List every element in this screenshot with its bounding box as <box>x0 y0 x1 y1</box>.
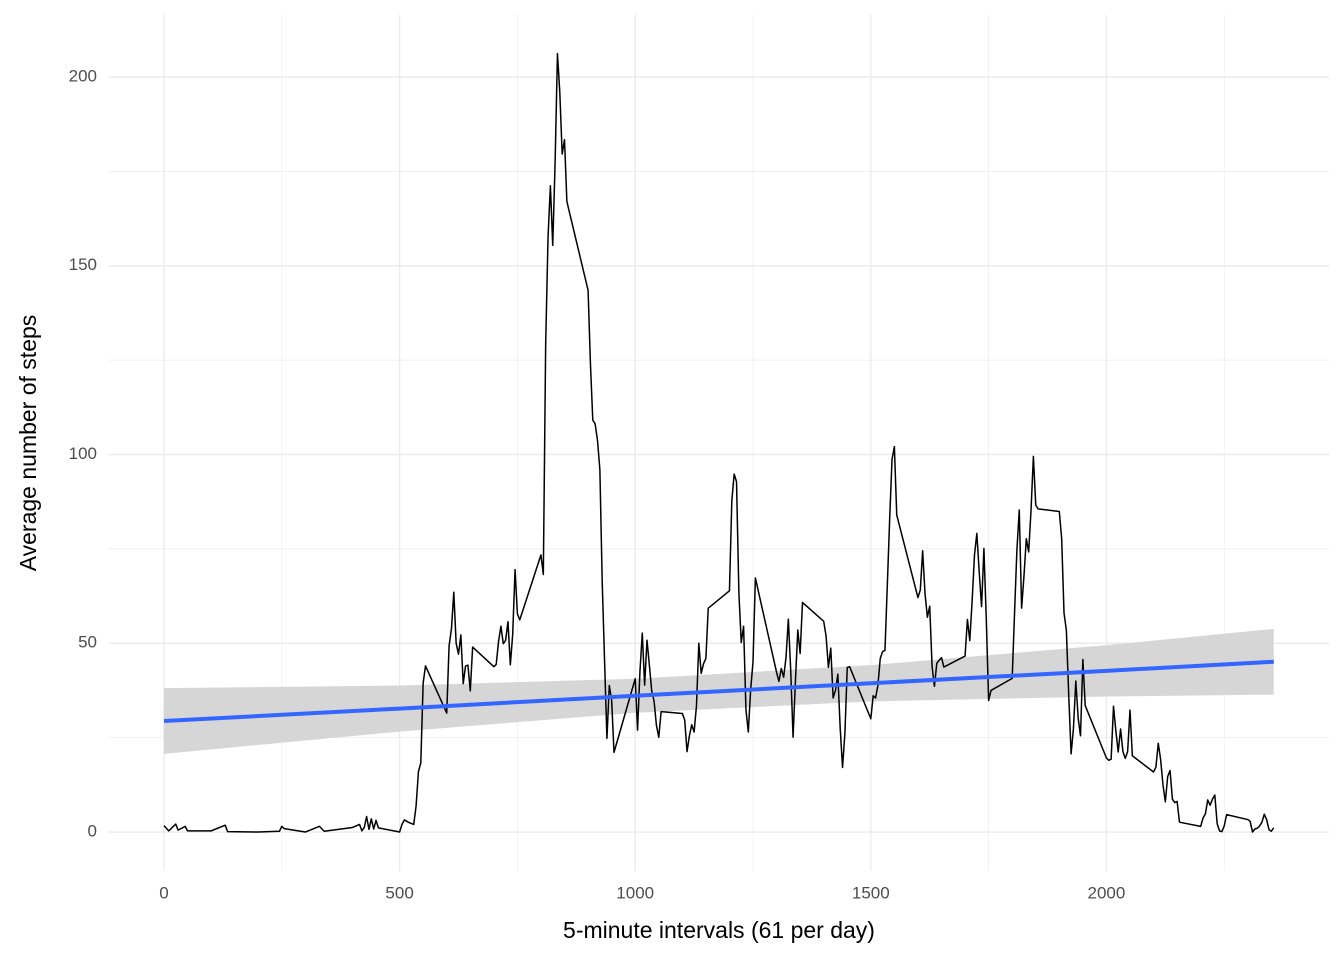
x-tick-label: 500 <box>385 883 413 902</box>
x-tick-label: 1500 <box>852 883 890 902</box>
plot-marks <box>163 52 1275 833</box>
trend-line <box>163 659 1274 724</box>
x-axis-title: 5-minute intervals (61 per day) <box>563 917 875 943</box>
tick-labels: 0 500 1000 1500 2000 0 50 100 150 200 <box>69 66 1126 902</box>
y-tick-label: 150 <box>69 255 97 274</box>
y-tick-label: 100 <box>69 444 97 463</box>
grid <box>108 14 1330 871</box>
y-tick-label: 50 <box>78 633 97 652</box>
x-tick-label: 0 <box>159 883 168 902</box>
y-axis-title: Average number of steps <box>15 315 41 572</box>
y-tick-label: 0 <box>88 822 97 841</box>
data-line <box>163 52 1275 833</box>
x-tick-label: 1000 <box>616 883 654 902</box>
y-tick-label: 200 <box>69 66 97 85</box>
x-tick-label: 2000 <box>1088 883 1126 902</box>
